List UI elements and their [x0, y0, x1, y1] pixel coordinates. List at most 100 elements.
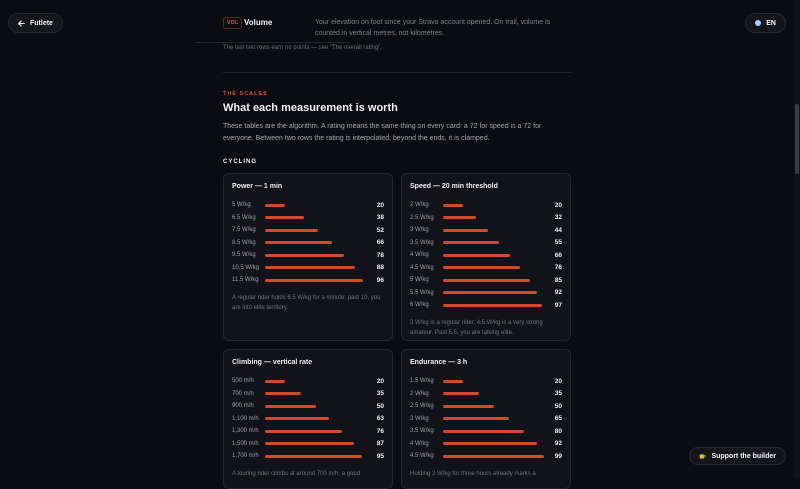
- scale-row-label: 900 m/h: [232, 403, 254, 410]
- scale-row: 1,100 m/h 63: [232, 413, 384, 426]
- scrollbar[interactable]: [794, 0, 800, 479]
- scale-row-label: 2.5 W/kg: [410, 214, 434, 221]
- scale-row: 6 W/kg 97: [410, 299, 562, 312]
- support-button[interactable]: Support the builder: [689, 447, 786, 465]
- scale-row-label: 1,500 m/h: [232, 440, 259, 447]
- scale-bar-track: [265, 241, 370, 245]
- scale-bar: [265, 203, 286, 207]
- scale-row-label: 1,300 m/h: [232, 428, 259, 435]
- scale-row-label: 3.5 W/kg: [410, 239, 434, 246]
- scale-rows: 2 W/kg 20 2.5 W/kg 32 3 W/kg 44 3.5 W/kg 55 4 W/…: [410, 199, 562, 312]
- scale-bar-track: [265, 278, 370, 282]
- row-divider: [195, 42, 349, 43]
- scale-row-value: 80: [554, 427, 562, 435]
- volume-name: Volume: [244, 18, 273, 27]
- scale-row-value: 66: [376, 239, 384, 247]
- globe-icon: [755, 20, 762, 26]
- scale-row: 5.5 W/kg 92: [410, 287, 562, 300]
- scale-bar-track: [265, 266, 370, 270]
- scale-bar: [443, 203, 464, 207]
- scale-bar: [265, 266, 355, 270]
- scale-bar: [443, 454, 544, 458]
- scale-bar-track: [265, 442, 370, 446]
- scale-row-label: 3 W/kg: [410, 227, 429, 234]
- scale-row-value: 85: [554, 276, 562, 284]
- scale-card-power: Power — 1 min 5 W/kg 20 6.5 W/kg 38 7.5 W/kg…: [223, 173, 393, 341]
- card-note: Holding 3 W/kg for three hours already m…: [410, 470, 536, 477]
- scale-bar-track: [443, 203, 548, 207]
- scale-row-label: 10.5 W/kg: [232, 264, 260, 271]
- scale-bar: [265, 442, 354, 446]
- scale-row: 700 m/h 35: [232, 388, 384, 401]
- scale-row-value: 87: [376, 440, 384, 448]
- scale-row: 6.5 W/kg 38: [232, 212, 384, 225]
- card-note: A regular rider holds 6.5 W/kg for a min…: [232, 294, 381, 311]
- scale-row-value: 50: [554, 402, 562, 410]
- language-label: EN: [766, 19, 776, 27]
- scale-row-value: 78: [376, 251, 384, 259]
- scale-bar-track: [443, 392, 548, 396]
- scale-rows: 500 m/h 20 700 m/h 35 900 m/h 50 1,100 m/h 63 1,…: [232, 375, 384, 463]
- scale-row: 4 W/kg 66: [410, 249, 562, 262]
- scale-row: 11.5 W/kg 96: [232, 274, 384, 287]
- scale-row-value: 20: [376, 377, 384, 385]
- scale-row: 1,700 m/h 95: [232, 450, 384, 463]
- scale-row: 2.5 W/kg 32: [410, 212, 562, 225]
- scale-row-label: 1,700 m/h: [232, 453, 259, 460]
- scale-bar: [443, 442, 537, 446]
- scale-row-value: 35: [376, 390, 384, 398]
- scale-row-label: 2.5 W/kg: [410, 403, 434, 410]
- scale-bar: [265, 278, 363, 282]
- scale-row-label: 5.5 W/kg: [410, 289, 434, 296]
- scale-bar: [443, 429, 525, 433]
- scale-row: 4 W/kg 92: [410, 438, 562, 451]
- section-intro: These tables are the algorithm. A rating…: [223, 123, 542, 142]
- scale-rows: 5 W/kg 20 6.5 W/kg 38 7.5 W/kg 52 8.5 W/kg 66 9.…: [232, 199, 384, 287]
- scale-row-value: 92: [554, 289, 562, 297]
- scale-row-label: 3.5 W/kg: [410, 428, 434, 435]
- scale-bar-track: [443, 253, 548, 257]
- card-title: Endurance — 3 h: [410, 359, 468, 366]
- scale-row-label: 5 W/kg: [410, 277, 429, 284]
- scale-bar-track: [443, 442, 548, 446]
- scale-row: 900 m/h 50: [232, 400, 384, 413]
- scale-bar: [265, 417, 330, 421]
- scale-bar-track: [443, 216, 548, 220]
- section-divider: [223, 72, 572, 73]
- scale-row-value: 38: [376, 214, 384, 222]
- scale-row: 9.5 W/kg 78: [232, 249, 384, 262]
- scale-row-value: 20: [376, 201, 384, 209]
- scale-row-label: 1.5 W/kg: [410, 378, 434, 385]
- back-button[interactable]: Futlete: [8, 13, 63, 33]
- scale-bar-track: [443, 454, 548, 458]
- footnote: The last two rows earn no points — see “…: [223, 45, 383, 51]
- scale-bar: [443, 216, 476, 220]
- scale-bar-track: [443, 404, 548, 408]
- scale-bar-track: [443, 291, 548, 295]
- scale-bar: [265, 379, 286, 383]
- scale-bar: [443, 379, 464, 383]
- scale-bar-track: [265, 228, 370, 232]
- scale-row-value: 20: [554, 377, 562, 385]
- scale-row-label: 7.5 W/kg: [232, 227, 256, 234]
- scale-row-value: 65: [554, 415, 562, 423]
- scale-row: 3.5 W/kg 80: [410, 425, 562, 438]
- scale-row: 2 W/kg 35: [410, 388, 562, 401]
- scale-row-label: 4 W/kg: [410, 440, 429, 447]
- card-note: 3 W/kg is a regular rider. 4.5 W/kg is a…: [410, 319, 543, 336]
- section-eyebrow: THE SCALES: [223, 91, 268, 97]
- scale-bar-track: [265, 454, 370, 458]
- scale-row-label: 4 W/kg: [410, 252, 429, 259]
- scale-bar: [265, 253, 345, 257]
- scrollbar-thumb[interactable]: [795, 104, 799, 174]
- scale-bar: [443, 228, 488, 232]
- scale-row: 2.5 W/kg 50: [410, 400, 562, 413]
- scale-bar: [265, 216, 304, 220]
- language-toggle[interactable]: EN: [745, 13, 786, 33]
- scale-row-value: 50: [376, 402, 384, 410]
- scale-bar: [443, 303, 542, 307]
- scale-row-label: 4.5 W/kg: [410, 264, 434, 271]
- scale-row: 1,300 m/h 76: [232, 425, 384, 438]
- scale-bar-track: [265, 253, 370, 257]
- scale-row: 5 W/kg 20: [232, 199, 384, 212]
